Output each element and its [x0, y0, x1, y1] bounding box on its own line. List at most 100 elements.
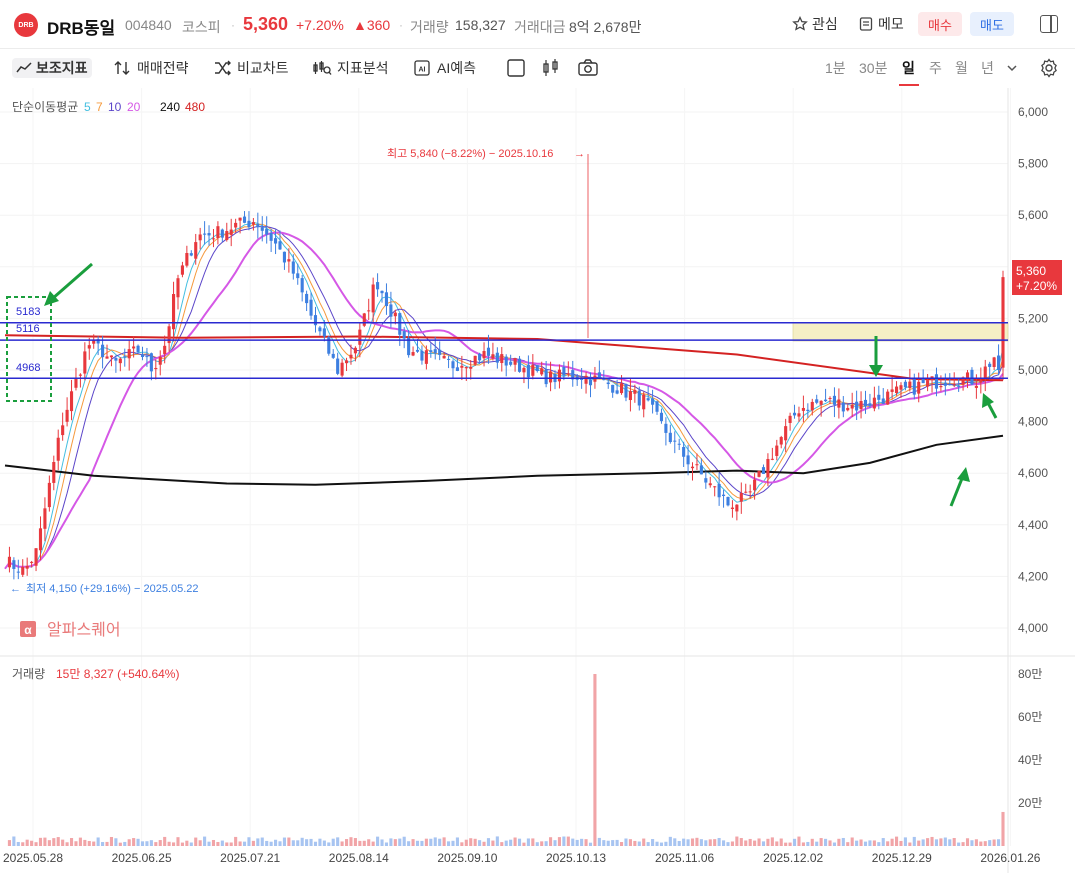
arrow-head-icon: [869, 365, 883, 377]
level-label-5116: 5116: [16, 323, 40, 335]
candle-body: [628, 391, 632, 401]
candle-body: [429, 350, 433, 353]
candle-body: [863, 399, 868, 407]
sell-button[interactable]: 매도: [970, 12, 1014, 36]
volume-bar: [234, 836, 238, 846]
candle-body: [855, 401, 859, 411]
legend-ma480: 480: [185, 100, 205, 114]
candle-body: [824, 399, 828, 402]
period-year[interactable]: 년: [981, 60, 994, 76]
volume-bar: [287, 837, 291, 846]
candle-type-button[interactable]: [541, 58, 561, 78]
candle-body: [801, 407, 805, 411]
candle-body: [101, 344, 105, 358]
volume-bar: [265, 840, 269, 846]
period-1min[interactable]: 1분: [825, 60, 846, 76]
volume-bar: [580, 838, 584, 846]
candle-body: [353, 347, 357, 354]
last-price-tag: [1012, 260, 1062, 295]
chevron-down-icon[interactable]: [1006, 62, 1018, 74]
volume-bar: [917, 840, 921, 846]
panel-toggle-icon[interactable]: [1040, 15, 1058, 33]
volume-bar: [841, 837, 845, 846]
candle-body: [872, 397, 876, 409]
candle-body: [495, 352, 499, 363]
candle-body: [305, 293, 309, 304]
volume-bar: [154, 842, 158, 846]
volume-bar: [894, 836, 899, 846]
y-tick-label: 4,000: [1018, 621, 1048, 635]
buy-button[interactable]: 매수: [918, 12, 962, 36]
volume-bar: [686, 839, 690, 846]
volume-bar: [420, 840, 424, 846]
strategy-button[interactable]: 매매전략: [114, 58, 189, 78]
volume-bar: [52, 838, 56, 846]
period-month[interactable]: 월: [955, 60, 968, 76]
candle-body: [974, 385, 978, 388]
candle-body: [779, 437, 783, 445]
svg-text:AI: AI: [419, 67, 426, 74]
ai-label: AI예측: [437, 60, 476, 76]
candle-body: [7, 556, 11, 568]
volume-bar: [908, 842, 912, 846]
candle-body: [344, 360, 349, 364]
candle-body: [642, 394, 646, 410]
volume-bar: [997, 839, 1001, 846]
candle-body: [486, 347, 491, 356]
x-tick-label: 2025.12.29: [872, 851, 932, 865]
ma-line: [4, 231, 1004, 570]
volume-bar: [708, 839, 712, 846]
gear-icon[interactable]: [1039, 58, 1059, 78]
chart-grid: [0, 88, 1011, 846]
candle-body: [837, 399, 841, 408]
candle-body: [455, 367, 459, 371]
y-tick-label: 5,600: [1018, 208, 1048, 222]
ai-button[interactable]: AI AI예측: [412, 58, 476, 78]
volume-bar: [74, 841, 78, 846]
candle-body: [203, 233, 207, 235]
volume-bar: [278, 841, 282, 846]
candle-body: [74, 378, 78, 388]
candle-body: [615, 390, 619, 394]
candle-body: [349, 354, 353, 359]
volume-bar: [176, 837, 180, 846]
watermark-logo-icon: [20, 621, 36, 637]
watermark-text: 알파스퀘어: [47, 621, 121, 639]
candle-body: [225, 231, 229, 240]
period-week[interactable]: 주: [929, 60, 942, 76]
candle-body: [123, 356, 127, 358]
strategy-icon: [114, 61, 130, 75]
candle-body: [597, 372, 601, 379]
candle-body: [83, 351, 87, 374]
period-30min[interactable]: 30분: [859, 60, 888, 76]
volume-bar: [983, 841, 987, 846]
volume-bar: [393, 839, 397, 846]
memo-button[interactable]: 메모: [858, 12, 904, 36]
candle-body: [704, 478, 708, 483]
indicators-button[interactable]: 보조지표: [12, 58, 92, 78]
candle-body: [376, 282, 380, 290]
watch-button[interactable]: 관심: [792, 12, 838, 36]
candle-body: [96, 339, 100, 344]
volume-bar: [753, 840, 757, 846]
volume-bar: [562, 836, 566, 846]
draw-box-button[interactable]: [506, 58, 526, 78]
volume-value: 158,327: [455, 17, 506, 33]
volume-bar: [868, 840, 872, 846]
period-day[interactable]: 일: [902, 60, 915, 76]
candle-body: [562, 366, 566, 376]
volume-bar: [145, 841, 149, 846]
candle-body: [531, 364, 535, 376]
volume-bar: [389, 838, 393, 846]
candle-body: [611, 384, 615, 393]
screenshot-button[interactable]: [577, 58, 599, 78]
candle-body: [522, 367, 526, 373]
candle-body: [766, 458, 770, 478]
compare-button[interactable]: 비교차트: [214, 58, 289, 78]
candle-body: [961, 377, 965, 385]
volume-bar: [513, 837, 517, 846]
volume-bar: [624, 838, 628, 846]
volume-bar: [225, 842, 229, 846]
volume-bar: [296, 840, 300, 846]
analysis-button[interactable]: 지표분석: [312, 58, 389, 78]
